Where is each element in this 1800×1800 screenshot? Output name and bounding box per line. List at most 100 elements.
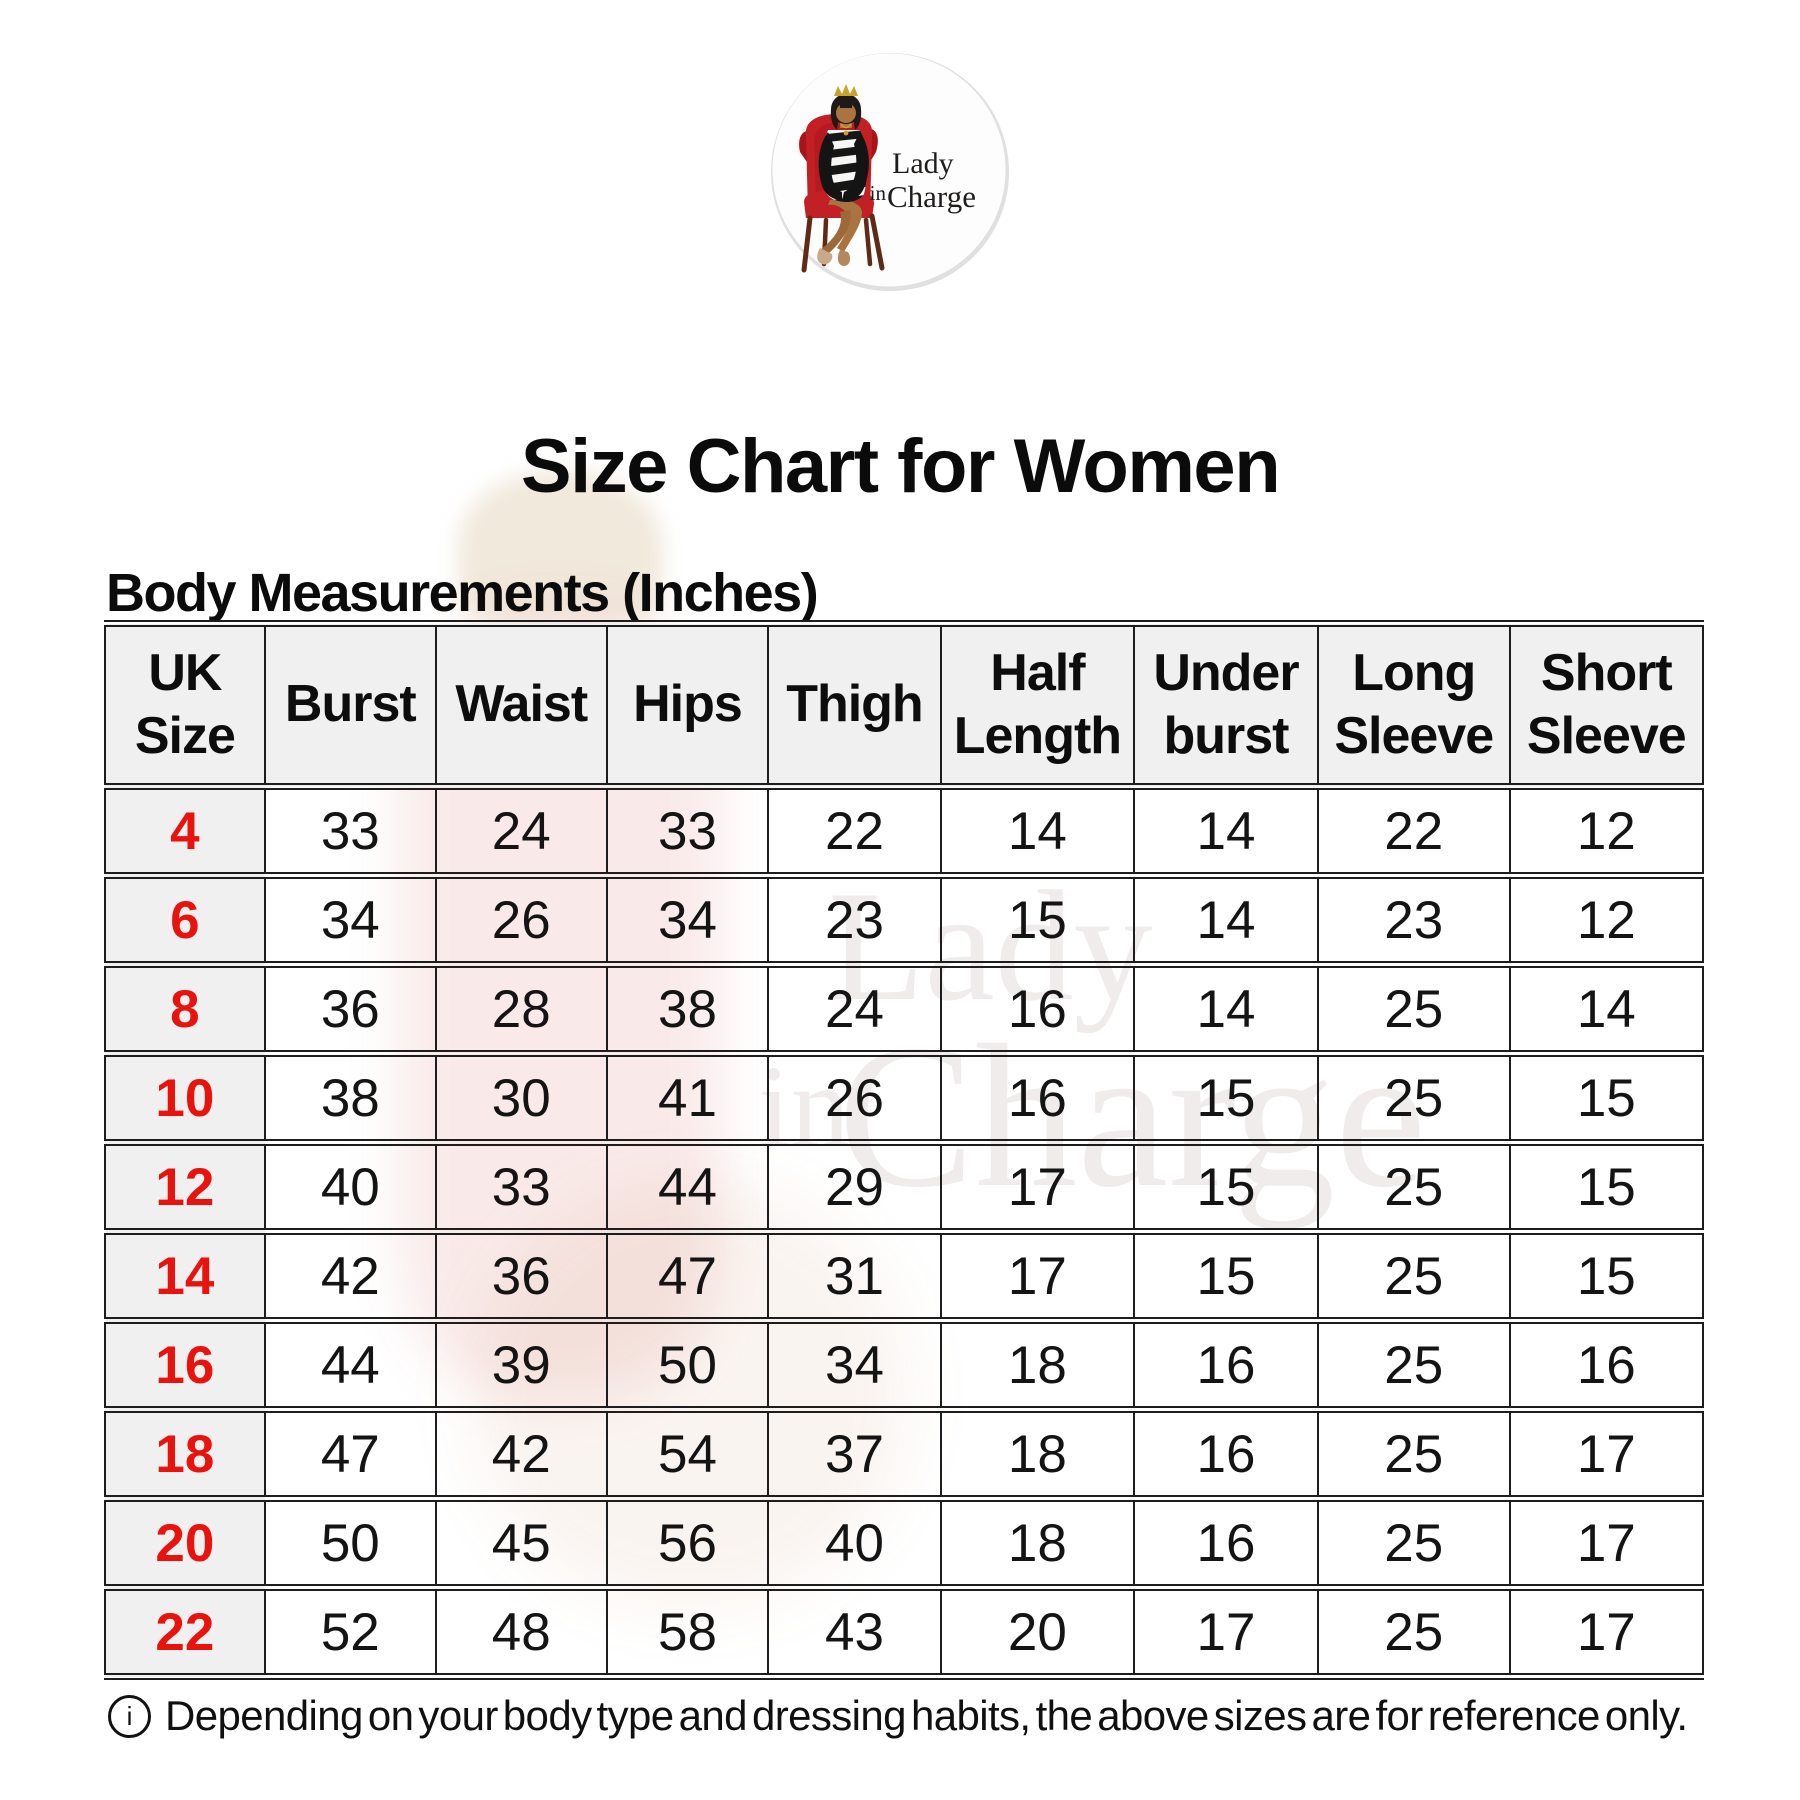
measurement-cell: 18: [939, 1406, 1136, 1502]
measurement-cell: 34: [605, 872, 770, 968]
measurement-cell: 26: [767, 1050, 942, 1146]
measurement-cell: 29: [767, 1139, 942, 1235]
measurement-cell: 25: [1316, 961, 1511, 1057]
measurement-cell: 14: [1133, 783, 1319, 879]
column-header: Half Length: [939, 620, 1136, 790]
measurement-cell: 15: [1133, 1228, 1319, 1324]
measurement-cell: 31: [767, 1228, 942, 1324]
column-header: UK Size: [104, 620, 266, 790]
measurement-cell: 17: [1508, 1584, 1705, 1680]
measurement-cell: 14: [1508, 961, 1705, 1057]
uk-size-cell: 18: [104, 1406, 266, 1502]
logo-text-in: in: [870, 181, 887, 205]
measurement-cell: 36: [434, 1228, 608, 1324]
measurement-cell: 15: [939, 872, 1136, 968]
measurement-cell: 15: [1133, 1050, 1319, 1146]
uk-size-cell: 14: [104, 1228, 266, 1324]
lady-in-charge-logo: Lady in Charge: [771, 53, 1009, 291]
measurement-cell: 25: [1316, 1050, 1511, 1146]
brand-logo-badge: Lady in Charge: [770, 52, 1010, 292]
measurement-cell: 50: [605, 1317, 770, 1413]
measurement-cell: 16: [939, 961, 1136, 1057]
measurement-cell: 40: [767, 1495, 942, 1591]
measurement-cell: 17: [939, 1139, 1136, 1235]
measurement-cell: 33: [434, 1139, 608, 1235]
measurement-cell: 16: [1133, 1495, 1319, 1591]
measurement-cell: 12: [1508, 872, 1705, 968]
uk-size-cell: 22: [104, 1584, 266, 1680]
measurement-cell: 14: [1133, 872, 1319, 968]
uk-size-cell: 6: [104, 872, 266, 968]
table-row: 22 52 48 58 43 20 17 25 17: [104, 1584, 1705, 1680]
section-subtitle: Body Measurements (Inches): [106, 562, 819, 623]
measurement-cell: 43: [767, 1584, 942, 1680]
table-row: 4 33 24 33 22 14 14 22 12: [104, 783, 1705, 879]
measurement-cell: 33: [263, 783, 437, 879]
table-row: 8 36 28 38 24 16 14 25 14: [104, 961, 1705, 1057]
measurement-cell: 54: [605, 1406, 770, 1502]
page-title: Size Chart for Women: [520, 423, 1281, 509]
measurement-cell: 47: [263, 1406, 437, 1502]
measurement-cell: 23: [1316, 872, 1511, 968]
measurement-cell: 17: [1133, 1584, 1319, 1680]
badge-face: [772, 53, 1006, 287]
measurement-cell: 38: [605, 961, 770, 1057]
measurement-cell: 30: [434, 1050, 608, 1146]
reference-note: i Depending on your body type and dressi…: [108, 1692, 1688, 1740]
uk-size-cell: 10: [104, 1050, 266, 1146]
measurement-cell: 25: [1316, 1139, 1511, 1235]
table-row: 6 34 26 34 23 15 14 23 12: [104, 872, 1705, 968]
column-header: Hips: [605, 620, 770, 790]
column-header: Burst: [263, 620, 437, 790]
measurement-cell: 52: [263, 1584, 437, 1680]
table-row: 16 44 39 50 34 18 16 25 16: [104, 1317, 1705, 1413]
uk-size-cell: 4: [104, 783, 266, 879]
logo-text-charge: Charge: [887, 179, 976, 214]
measurement-cell: 17: [1508, 1406, 1705, 1502]
measurement-cell: 41: [605, 1050, 770, 1146]
column-header: Waist: [434, 620, 608, 790]
measurement-cell: 42: [263, 1228, 437, 1324]
measurement-cell: 23: [767, 872, 942, 968]
uk-size-cell: 8: [104, 961, 266, 1057]
measurement-cell: 17: [939, 1228, 1136, 1324]
measurement-cell: 18: [939, 1317, 1136, 1413]
table-header-row: UK Size Burst Waist Hips Thigh Half Length Und…: [104, 620, 1705, 790]
measurement-cell: 34: [263, 872, 437, 968]
measurement-cell: 16: [1133, 1406, 1319, 1502]
measurement-cell: 36: [263, 961, 437, 1057]
watermark-crown-shape: [458, 470, 663, 620]
info-icon: i: [108, 1694, 151, 1738]
measurement-cell: 56: [605, 1495, 770, 1591]
measurement-cell: 26: [434, 872, 608, 968]
measurement-cell: 40: [263, 1139, 437, 1235]
measurement-cell: 15: [1508, 1050, 1705, 1146]
measurement-cell: 14: [1133, 961, 1319, 1057]
column-header: Thigh: [767, 620, 942, 790]
measurement-cell: 24: [434, 783, 608, 879]
measurement-cell: 12: [1508, 783, 1705, 879]
measurement-cell: 15: [1133, 1139, 1319, 1235]
measurement-cell: 15: [1508, 1139, 1705, 1235]
column-header: Long Sleeve: [1316, 620, 1511, 790]
measurement-cell: 25: [1316, 1317, 1511, 1413]
measurement-cell: 39: [434, 1317, 608, 1413]
measurement-cell: 25: [1316, 1406, 1511, 1502]
table-row: 14 42 36 47 31 17 15 25 15: [104, 1228, 1705, 1324]
measurement-cell: 50: [263, 1495, 437, 1591]
measurement-cell: 33: [605, 783, 770, 879]
measurement-cell: 42: [434, 1406, 608, 1502]
measurement-cell: 25: [1316, 1584, 1511, 1680]
measurement-cell: 16: [939, 1050, 1136, 1146]
measurement-cell: 25: [1316, 1228, 1511, 1324]
table-row: 12 40 33 44 29 17 15 25 15: [104, 1139, 1705, 1235]
measurement-cell: 22: [1316, 783, 1511, 879]
measurement-cell: 28: [434, 961, 608, 1057]
logo-text-lady: Lady: [892, 147, 954, 180]
measurement-cell: 20: [939, 1584, 1136, 1680]
uk-size-cell: 12: [104, 1139, 266, 1235]
measurement-cell: 34: [767, 1317, 942, 1413]
measurement-cell: 16: [1508, 1317, 1705, 1413]
table-row: 18 47 42 54 37 18 16 25 17: [104, 1406, 1705, 1502]
